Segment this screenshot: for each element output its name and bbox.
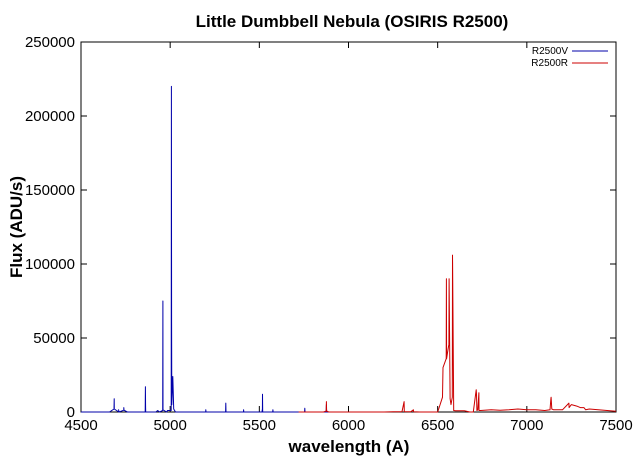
x-tick-label: 4500 [64,417,97,434]
y-axis-label: Flux (ADU/s) [7,176,26,278]
x-tick-label: 6500 [421,417,454,434]
y-tick-label: 250000 [25,34,75,51]
chart-title: Little Dumbbell Nebula (OSIRIS R2500) [196,12,509,31]
x-tick-label: 7500 [599,417,632,434]
legend: R2500V R2500R [531,46,608,69]
x-axis-label: wavelength (A) [288,437,410,456]
y-tick-label: 50000 [33,330,75,347]
legend-label-r2500r: R2500R [531,58,568,69]
y-tick-label: 200000 [25,108,75,125]
y-tick-label: 100000 [25,256,75,273]
y-axis: 0 50000 100000 150000 200000 250000 [25,34,616,421]
y-tick-label: 0 [67,404,75,421]
x-tick-label: 5500 [243,417,276,434]
plot-frame [80,41,617,413]
series-line-r2500r [298,254,617,413]
legend-label-r2500v: R2500V [532,46,568,57]
x-tick-label: 5000 [153,417,186,434]
x-tick-label: 6000 [332,417,365,434]
x-axis: 4500 5000 5500 6000 6500 7000 7500 [64,42,633,434]
series-line-r2500v [81,85,331,413]
y-tick-label: 150000 [25,182,75,199]
series-layer [81,85,617,413]
x-tick-label: 7000 [510,417,543,434]
